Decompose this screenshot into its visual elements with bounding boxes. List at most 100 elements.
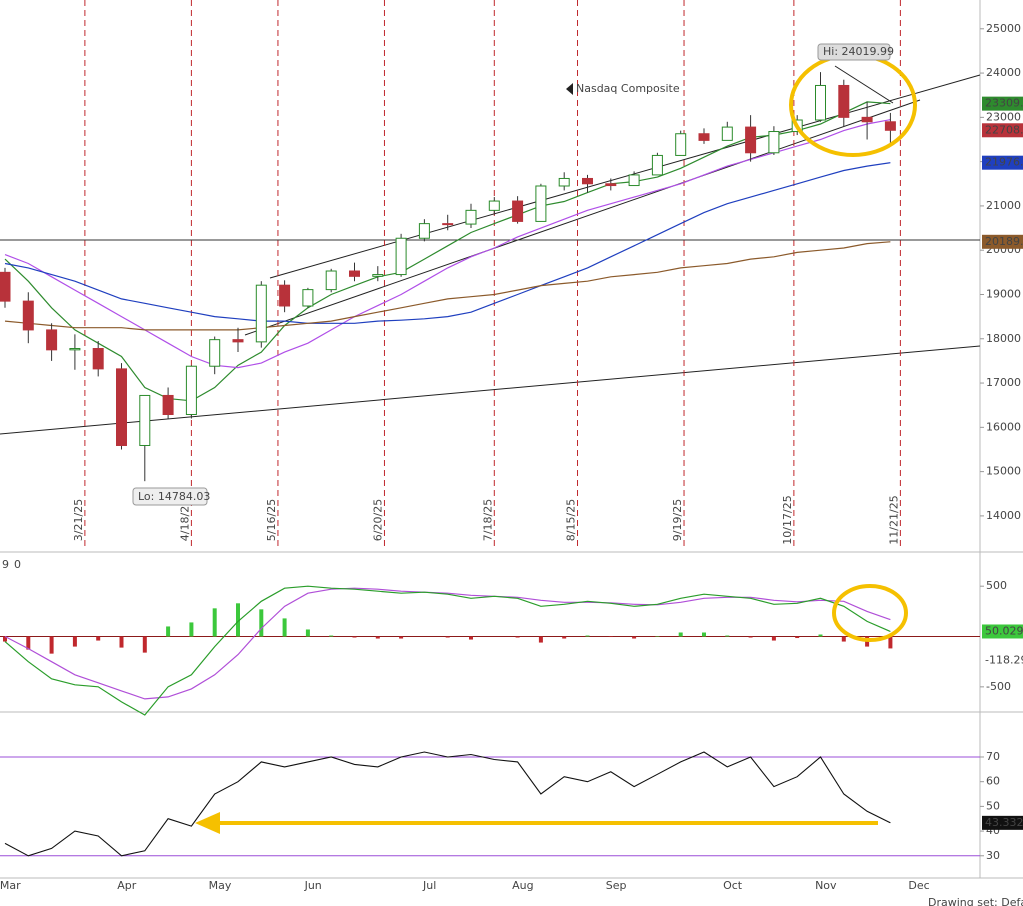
histogram-bar xyxy=(212,608,217,637)
footer: Drawing set: Default xyxy=(928,896,1023,906)
histogram-bar xyxy=(72,636,77,647)
candle-body xyxy=(232,339,244,343)
candle-body xyxy=(488,200,500,211)
value-tag xyxy=(982,155,1023,170)
histogram-bar xyxy=(655,636,660,637)
candle-body xyxy=(255,284,267,343)
histogram-bar xyxy=(189,622,194,637)
histogram-bar xyxy=(375,636,380,639)
candle-body xyxy=(69,348,81,351)
histogram-bar xyxy=(702,632,706,637)
histogram-bar xyxy=(515,636,520,638)
value-tag-label: 50.0294 xyxy=(985,624,1023,637)
candle-body xyxy=(162,394,174,415)
candle-body xyxy=(815,84,826,121)
date-marker-label: 8/15/25 xyxy=(565,499,578,541)
candle-body xyxy=(651,154,663,176)
highlight xyxy=(832,584,908,642)
candle-body xyxy=(582,177,593,185)
y-tick-label: 24000 xyxy=(986,66,1021,79)
candle-body xyxy=(116,368,127,446)
y-tick-label: 14000 xyxy=(986,509,1021,522)
candle-body xyxy=(884,121,896,131)
histogram-bar xyxy=(771,636,776,641)
value-tag xyxy=(982,815,1023,830)
candle-body xyxy=(698,133,710,141)
histogram-bar xyxy=(329,635,334,637)
date-marker-label: 11/21/25 xyxy=(887,495,900,544)
candle-body xyxy=(46,329,58,351)
y-tick-label: 16000 xyxy=(986,420,1021,433)
candle-body xyxy=(535,185,547,222)
date-marker-label: 6/20/25 xyxy=(371,499,384,541)
histogram-bar xyxy=(352,636,357,638)
x-tick-label: Dec xyxy=(908,879,929,892)
histogram-bar xyxy=(259,609,264,637)
date-marker-label: 7/18/25 xyxy=(481,499,494,541)
moving-average xyxy=(4,162,891,324)
x-tick-label: Jul xyxy=(422,879,436,892)
lo-label: Lo: 14784.03 xyxy=(138,490,210,503)
histogram-bar xyxy=(888,636,893,649)
candle-body xyxy=(349,270,360,277)
histogram-bar xyxy=(538,636,543,643)
histogram-bar xyxy=(818,634,823,637)
x-tick-label: May xyxy=(209,879,232,892)
value-tag-label: 21976.2 xyxy=(985,156,1023,169)
y-tick-label: 500 xyxy=(986,579,1007,592)
x-tick-label: Mar xyxy=(0,879,21,892)
y-tick-label: 23000 xyxy=(986,110,1021,123)
candle-body xyxy=(185,365,197,415)
histogram-bar xyxy=(399,636,404,639)
candle-body xyxy=(605,183,617,187)
moving-average xyxy=(4,241,891,331)
x-tick-label: Jun xyxy=(304,879,322,892)
macd-param: 0 xyxy=(14,558,21,571)
moving-average xyxy=(4,119,891,369)
candle-body xyxy=(442,223,454,226)
x-tick-label: Sep xyxy=(606,879,627,892)
candle-body xyxy=(0,271,11,302)
trend-line xyxy=(834,65,894,104)
chart-title: Nasdaq Composite xyxy=(576,82,680,95)
value-tag xyxy=(982,624,1023,639)
date-marker-label: 9/19/25 xyxy=(671,499,684,541)
histogram-bar xyxy=(3,636,7,642)
y-tick-label: 70 xyxy=(986,750,1000,763)
candle-body xyxy=(279,284,291,307)
value-tag-label: 20189.8 xyxy=(985,235,1023,248)
lo-box xyxy=(132,487,208,506)
candle-body xyxy=(675,133,687,156)
x-tick-label: Nov xyxy=(815,879,837,892)
candle-body xyxy=(512,200,524,222)
arrow-head xyxy=(195,812,220,834)
x-tick-label: Apr xyxy=(117,879,137,892)
title-marker xyxy=(566,83,573,95)
y-tick-label: 15000 xyxy=(986,465,1021,478)
value-tag-label: 23309.6 xyxy=(985,97,1023,110)
x-tick-label: Oct xyxy=(723,879,743,892)
value-tag xyxy=(982,123,1023,138)
trend-line xyxy=(0,345,981,435)
histogram-bar xyxy=(585,635,590,637)
x-tick-label: Aug xyxy=(512,879,533,892)
histogram-bar xyxy=(142,636,147,653)
candle-body xyxy=(418,223,430,239)
y-tick-label: -500 xyxy=(986,680,1011,693)
hi-box xyxy=(817,43,891,61)
y-tick-label: 30 xyxy=(986,849,1000,862)
y-tick-label: 19000 xyxy=(986,287,1021,300)
value-tag-label: 43.3324 xyxy=(985,816,1023,829)
histogram-bar xyxy=(795,636,800,639)
histogram-bar xyxy=(445,636,450,638)
candle-body xyxy=(372,274,384,277)
date-marker-label: 5/16/25 xyxy=(265,499,278,541)
y-tick-label: 18000 xyxy=(986,332,1021,345)
histogram-bar xyxy=(119,636,124,648)
candle-body xyxy=(721,126,733,141)
histogram-bar xyxy=(26,636,31,650)
candle-body xyxy=(209,339,221,367)
candle-body xyxy=(838,84,850,118)
